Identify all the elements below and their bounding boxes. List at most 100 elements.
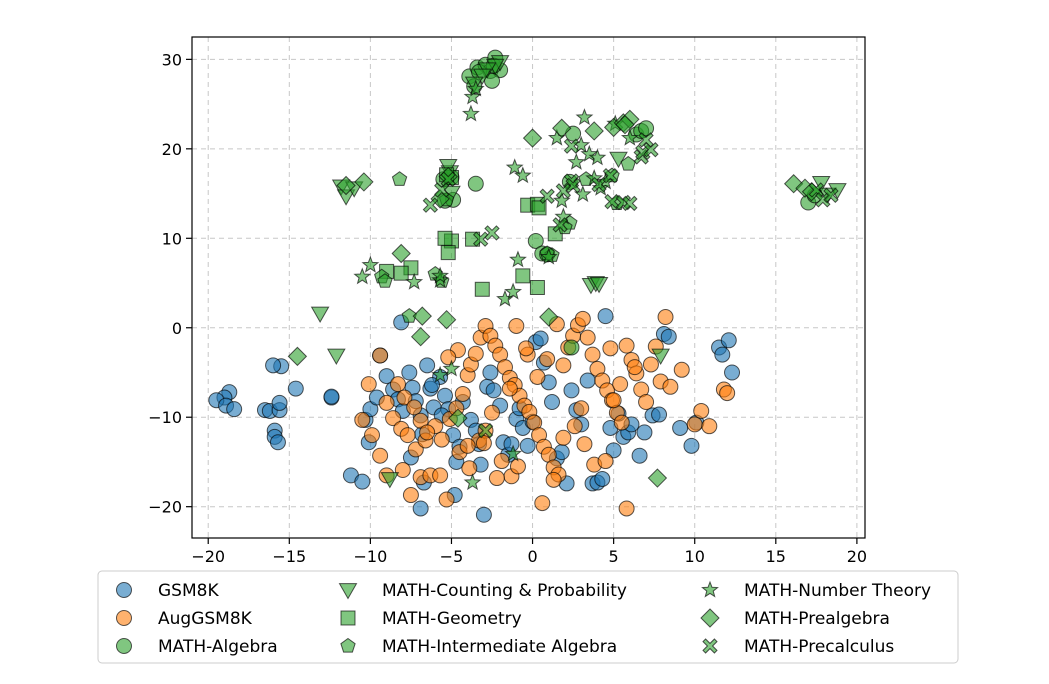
- data-point: [226, 401, 243, 418]
- data-point: [620, 128, 639, 146]
- data-point: [563, 138, 580, 154]
- data-point: [401, 308, 418, 323]
- data-point: [580, 144, 599, 162]
- data-point: [393, 265, 409, 281]
- data-point: [433, 431, 450, 448]
- data-point: [534, 495, 551, 512]
- data-point: [436, 309, 457, 330]
- data-point: [431, 266, 450, 284]
- data-point: [555, 357, 572, 374]
- data-point: [518, 340, 535, 357]
- data-point: [576, 436, 593, 453]
- x-tick-label: −5: [440, 547, 464, 566]
- series-math-precalculus: [422, 132, 839, 439]
- data-point: [431, 365, 450, 383]
- legend-marker: [338, 583, 358, 600]
- data-point: [701, 418, 718, 435]
- data-point: [501, 380, 518, 397]
- data-point: [631, 447, 648, 464]
- data-point: [662, 378, 679, 395]
- data-point: [638, 132, 654, 148]
- data-point: [553, 444, 570, 461]
- data-point: [638, 120, 655, 137]
- data-point: [440, 349, 457, 366]
- data-point: [432, 467, 449, 484]
- data-point: [615, 114, 635, 135]
- y-tick-label: −10: [148, 408, 182, 427]
- data-point: [353, 267, 372, 285]
- legend-marker: [116, 638, 132, 654]
- data-point: [612, 376, 629, 393]
- x-tick-label: −10: [354, 547, 388, 566]
- legend-label: MATH-Algebra: [158, 637, 278, 657]
- data-point: [389, 376, 406, 393]
- data-point: [552, 217, 568, 233]
- data-point: [591, 176, 607, 193]
- data-point: [522, 128, 543, 148]
- data-point: [265, 357, 282, 374]
- data-point: [552, 118, 572, 138]
- legend-label: MATH-Precalculus: [744, 637, 894, 657]
- data-point: [467, 345, 484, 362]
- data-point: [651, 406, 668, 423]
- data-point: [436, 387, 453, 404]
- data-point: [660, 328, 677, 345]
- data-point: [466, 79, 485, 97]
- data-point: [638, 394, 655, 411]
- data-point: [686, 416, 703, 433]
- data-point: [405, 272, 424, 290]
- data-point: [588, 148, 607, 166]
- data-point: [574, 310, 591, 327]
- data-point: [271, 394, 288, 411]
- data-point: [434, 182, 450, 198]
- data-point: [461, 460, 478, 477]
- legend-label: MATH-Number Theory: [744, 581, 931, 601]
- data-point: [657, 309, 674, 326]
- data-point: [372, 347, 389, 364]
- legend-marker: [702, 638, 718, 654]
- data-point: [527, 232, 544, 249]
- data-point: [440, 171, 456, 187]
- data-point: [563, 382, 580, 399]
- plot-frame: [191, 36, 866, 539]
- data-point: [544, 394, 561, 411]
- data-point: [401, 364, 418, 381]
- data-point: [474, 281, 490, 297]
- data-point: [513, 166, 532, 184]
- data-point: [448, 408, 468, 428]
- data-point: [563, 339, 580, 356]
- data-point: [459, 437, 476, 454]
- data-point: [399, 427, 416, 444]
- data-point: [683, 437, 700, 454]
- legend-label: MATH-Counting & Probability: [382, 581, 627, 601]
- data-point: [584, 121, 604, 141]
- data-point: [412, 306, 432, 326]
- data-point: [310, 306, 330, 323]
- data-point: [605, 392, 622, 409]
- legend-label: AugGSM8K: [158, 609, 253, 629]
- legend-label: MATH-Prealgebra: [744, 609, 890, 629]
- data-point: [509, 250, 527, 268]
- data-points: [208, 49, 847, 523]
- y-tick-label: 10: [162, 229, 182, 248]
- legend-marker: [340, 610, 356, 626]
- data-point: [555, 183, 572, 199]
- data-point: [505, 158, 524, 176]
- data-point: [529, 368, 546, 385]
- legend: GSM8K AugGSM8K MATH-Algebra MATH-Counting &…: [97, 570, 959, 664]
- y-tick-label: 0: [172, 319, 182, 338]
- data-point: [412, 500, 429, 517]
- data-point: [364, 427, 381, 444]
- data-point: [440, 245, 456, 261]
- data-point: [475, 506, 492, 523]
- data-point: [493, 453, 510, 470]
- data-point: [391, 243, 411, 264]
- x-tick-label: 10: [685, 547, 705, 566]
- data-point: [584, 346, 601, 363]
- data-point: [808, 182, 825, 198]
- data-point: [519, 437, 536, 454]
- data-point: [567, 152, 586, 170]
- data-point: [504, 444, 523, 462]
- data-point: [555, 429, 572, 446]
